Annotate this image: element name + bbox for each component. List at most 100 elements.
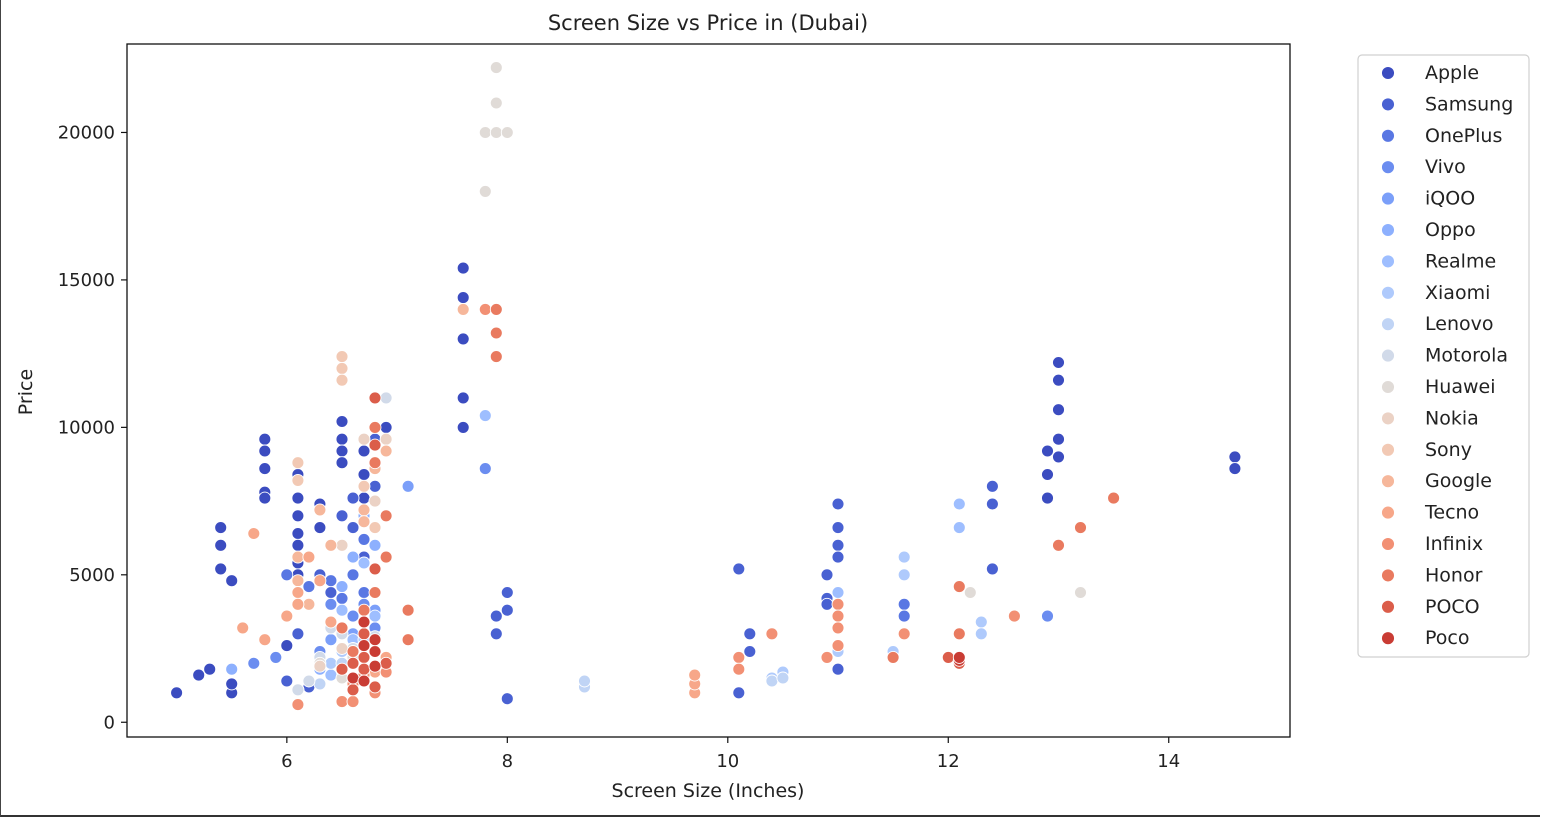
data-point-samsung-25 — [831, 497, 845, 511]
data-point-apple-39 — [1041, 491, 1054, 505]
data-point-samsung-11 — [368, 479, 382, 493]
data-point-apple-38 — [1041, 468, 1054, 481]
data-point-xiaomi-10 — [974, 615, 988, 629]
data-point-poco-1 — [346, 656, 360, 670]
data-point-poco-11 — [941, 650, 955, 664]
data-point-infinix-11 — [831, 597, 845, 611]
data-point-sony-0 — [291, 456, 305, 470]
data-point-poco-7 — [368, 562, 382, 576]
legend-marker-sony — [1381, 442, 1395, 457]
data-point-apple-28 — [357, 444, 371, 458]
data-point-infinix-16 — [897, 627, 911, 641]
data-point-honor-13 — [886, 650, 900, 664]
data-point-oneplus-6 — [357, 532, 371, 546]
data-point-sony-5 — [357, 479, 371, 493]
data-point-apple-17 — [291, 509, 305, 523]
data-point-google-2 — [302, 597, 316, 611]
data-point-poco-8 — [368, 438, 382, 452]
data-point-apple-43 — [1052, 432, 1065, 446]
data-point-realme-5 — [478, 409, 492, 423]
data-point-honor-11 — [489, 326, 503, 340]
data-point-honor-0 — [335, 621, 349, 635]
legend-marker-lenovo — [1381, 317, 1395, 332]
data-point-lenovo-0 — [313, 677, 327, 691]
legend-marker-vivo — [1381, 160, 1395, 175]
data-point-apple-31 — [379, 420, 393, 434]
legend-marker-poco — [1381, 599, 1395, 614]
data-point-samsung-15 — [500, 586, 514, 599]
data-point-poco-4 — [368, 659, 382, 673]
data-point-sony-4 — [335, 373, 349, 387]
data-point-poco-0 — [335, 662, 349, 676]
legend-label-vivo: Vivo — [1425, 156, 1466, 178]
data-point-poco-8 — [952, 650, 966, 664]
data-point-lenovo-3 — [578, 674, 591, 688]
data-point-samsung-18 — [732, 562, 746, 576]
data-point-apple-16 — [291, 491, 305, 505]
legend-label-poco: Poco — [1425, 627, 1469, 649]
data-point-samsung-21 — [743, 645, 757, 658]
data-point-poco-9 — [368, 391, 382, 405]
data-point-honor-4 — [368, 456, 382, 470]
data-point-realme-7 — [952, 497, 966, 511]
legend-label-google: Google — [1425, 470, 1492, 492]
y-axis-label: Price — [15, 369, 37, 415]
data-point-samsung-32 — [985, 562, 999, 576]
data-point-honor-12 — [489, 350, 503, 364]
data-point-apple-4 — [214, 538, 228, 552]
data-point-google-8 — [379, 444, 393, 458]
data-point-apple-8 — [225, 677, 239, 691]
legend-marker-huawei — [1381, 380, 1395, 394]
data-point-infinix-9 — [732, 662, 746, 676]
data-point-samsung-7 — [346, 521, 360, 535]
legend-label-motorola: Motorola — [1425, 345, 1508, 367]
data-point-samsung-17 — [500, 692, 514, 706]
legend-marker-oneplus — [1381, 128, 1395, 143]
data-point-samsung-30 — [985, 479, 999, 493]
legend-marker-samsung — [1381, 97, 1395, 112]
data-point-oppo-5 — [368, 538, 382, 552]
data-point-google-1 — [291, 574, 305, 588]
data-point-honor-7 — [379, 509, 393, 523]
data-point-samsung-29 — [831, 662, 845, 676]
data-point-tecno-8 — [324, 615, 338, 629]
data-point-nokia-2 — [335, 538, 349, 552]
data-point-poco-2 — [357, 639, 371, 653]
data-point-google-6 — [357, 515, 371, 529]
data-point-huawei-11 — [1074, 586, 1087, 599]
data-point-realme-8 — [952, 521, 966, 535]
legend-marker-honor — [1381, 568, 1395, 583]
data-point-xiaomi-11 — [974, 627, 988, 641]
data-point-motorola-0 — [291, 683, 305, 697]
data-point-nokia-0 — [313, 659, 327, 673]
data-point-motorola-1 — [302, 674, 316, 688]
data-point-samsung-28 — [831, 550, 845, 564]
data-point-poco-6 — [368, 680, 382, 694]
data-point-poco-10 — [379, 656, 393, 670]
x-tick-label: 10 — [716, 751, 739, 772]
data-point-poco-5 — [368, 645, 382, 658]
x-tick-label: 8 — [502, 751, 513, 772]
data-point-google-4 — [324, 538, 338, 552]
data-point-apple-29 — [357, 468, 371, 481]
legend-label-tecno: Tecno — [1424, 502, 1479, 524]
data-point-apple-32 — [456, 261, 470, 275]
legend-label-poco: POCO — [1425, 596, 1480, 618]
data-point-infinix-13 — [831, 621, 845, 635]
data-point-huawei-5 — [478, 126, 492, 139]
data-point-iqoo-0 — [324, 633, 338, 647]
data-point-oneplus-0 — [280, 568, 294, 582]
data-point-apple-36 — [456, 420, 470, 434]
data-point-honor-2 — [357, 603, 371, 617]
data-point-apple-19 — [291, 538, 305, 552]
y-axis: 0 5000 10000 15000 20000 — [58, 122, 127, 733]
data-point-iqoo-4 — [401, 479, 415, 493]
points-layer — [170, 61, 1242, 712]
data-point-infinix-15 — [820, 650, 834, 664]
data-point-tecno-7 — [313, 574, 327, 588]
legend-marker-infinix — [1381, 537, 1395, 551]
legend-marker-google — [1381, 474, 1395, 489]
legend-label-xiaomi: Xiaomi — [1425, 282, 1490, 304]
legend-label-huawei: Huawei — [1425, 376, 1495, 398]
